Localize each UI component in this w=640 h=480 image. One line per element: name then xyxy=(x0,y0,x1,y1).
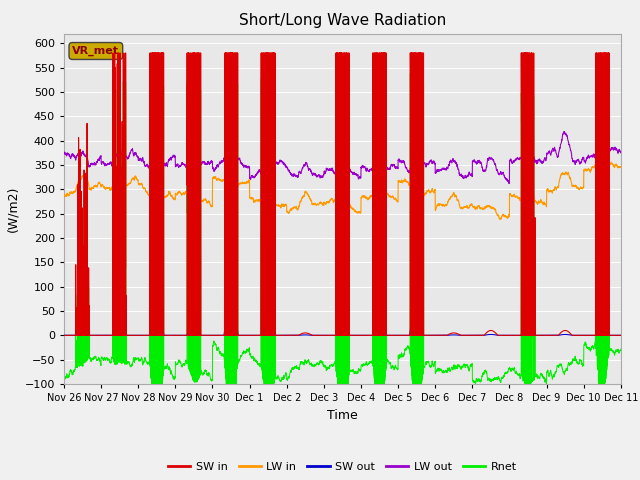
Text: VR_met: VR_met xyxy=(72,46,119,56)
Y-axis label: (W/m2): (W/m2) xyxy=(6,186,19,232)
Legend: SW in, LW in, SW out, LW out, Rnet: SW in, LW in, SW out, LW out, Rnet xyxy=(163,457,522,477)
X-axis label: Time: Time xyxy=(327,408,358,421)
Title: Short/Long Wave Radiation: Short/Long Wave Radiation xyxy=(239,13,446,28)
